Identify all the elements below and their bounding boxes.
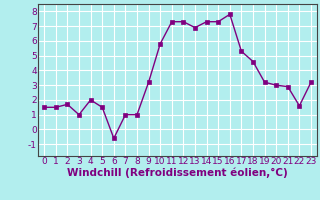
X-axis label: Windchill (Refroidissement éolien,°C): Windchill (Refroidissement éolien,°C)	[67, 168, 288, 178]
